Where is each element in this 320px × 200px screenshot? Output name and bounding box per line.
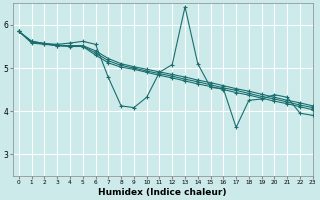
X-axis label: Humidex (Indice chaleur): Humidex (Indice chaleur) [98, 188, 227, 197]
